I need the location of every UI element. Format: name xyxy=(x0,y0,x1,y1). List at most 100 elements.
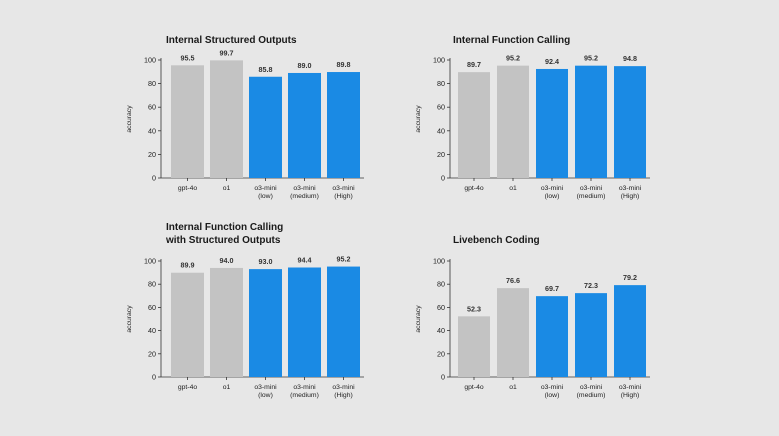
x-tick-label: (High) xyxy=(334,392,353,399)
x-tick-label: o1 xyxy=(223,384,231,391)
bar-value-label: 79.2 xyxy=(623,273,637,282)
y-axis-label: accuracy xyxy=(415,105,422,133)
bar-value-label: 93.0 xyxy=(259,257,273,266)
y-tick-label: 40 xyxy=(437,126,445,135)
y-tick-label: 0 xyxy=(152,373,156,382)
bar-value-label: 94.4 xyxy=(298,255,312,264)
y-tick-label: 20 xyxy=(437,349,445,358)
bar-value-label: 99.7 xyxy=(220,48,234,57)
y-tick-label: 0 xyxy=(441,373,445,382)
y-tick-label: 60 xyxy=(437,303,445,312)
y-axis-label: accuracy xyxy=(415,305,422,333)
y-tick-label: 80 xyxy=(437,79,445,88)
bar-value-label: 89.7 xyxy=(467,60,481,69)
chart-title: Internal Structured Outputs xyxy=(166,35,297,46)
y-tick-label: 80 xyxy=(148,79,156,88)
bar xyxy=(497,65,529,178)
bar xyxy=(458,72,490,178)
bar xyxy=(614,66,646,178)
x-tick-label: (High) xyxy=(621,392,640,399)
y-tick-label: 20 xyxy=(148,150,156,159)
chart-title: Internal Function Calling xyxy=(166,222,283,233)
x-tick-label: o3-mini xyxy=(332,384,355,391)
chart-panel-1: Internal Structured Outputs 0 20 40 60 80 100 a… xyxy=(126,35,364,200)
x-tick-label: o3-mini xyxy=(332,185,355,192)
bar-value-label: 89.0 xyxy=(298,61,312,70)
bar-value-label: 95.5 xyxy=(181,53,195,62)
bar-value-label: 85.8 xyxy=(259,65,273,74)
y-tick-label: 40 xyxy=(148,126,156,135)
y-tick-label: 60 xyxy=(437,103,445,112)
bar xyxy=(614,285,646,377)
bar xyxy=(327,266,360,377)
x-tick-label: o1 xyxy=(509,384,517,391)
y-tick-label: 0 xyxy=(152,174,156,183)
y-axis-label: accuracy xyxy=(126,305,133,333)
chart-title: with Structured Outputs xyxy=(165,235,281,246)
x-tick-label: o3-mini xyxy=(541,384,564,391)
y-tick-label: 20 xyxy=(148,349,156,358)
y-tick-label: 100 xyxy=(144,56,156,65)
bar xyxy=(210,267,243,377)
y-axis-label: accuracy xyxy=(126,105,133,133)
x-tick-label: (low) xyxy=(258,392,273,399)
bar xyxy=(497,288,529,377)
bar xyxy=(458,316,490,377)
x-tick-label: (medium) xyxy=(290,392,319,399)
x-tick-label: (medium) xyxy=(577,193,606,200)
y-tick-label: 100 xyxy=(144,257,156,266)
x-tick-label: (medium) xyxy=(290,193,319,200)
chart-panel-3: Internal Function Calling with Structured… xyxy=(126,222,364,399)
y-tick-label: 60 xyxy=(148,303,156,312)
x-tick-label: o3-mini xyxy=(541,185,564,192)
bar xyxy=(171,65,204,178)
bar xyxy=(210,60,243,178)
bar xyxy=(327,72,360,178)
chart-panel-2: Internal Function Calling 0 20 40 60 80 100 acc… xyxy=(415,35,650,200)
y-tick-label: 40 xyxy=(437,326,445,335)
bar xyxy=(536,296,568,377)
x-tick-label: gpt-4o xyxy=(178,384,197,391)
x-tick-label: o3-mini xyxy=(293,384,316,391)
y-tick-label: 100 xyxy=(433,56,445,65)
bar-value-label: 94.0 xyxy=(220,256,234,265)
x-tick-label: o3-mini xyxy=(254,185,277,192)
chart-title: Livebench Coding xyxy=(453,235,540,246)
y-tick-label: 40 xyxy=(148,326,156,335)
x-tick-label: o1 xyxy=(223,185,231,192)
bar-value-label: 94.8 xyxy=(623,54,637,63)
y-tick-label: 80 xyxy=(437,280,445,289)
y-tick-label: 60 xyxy=(148,103,156,112)
bar xyxy=(288,267,321,377)
x-tick-label: gpt-4o xyxy=(464,384,483,391)
x-tick-label: o3-mini xyxy=(619,384,642,391)
bar-value-label: 95.2 xyxy=(506,54,520,63)
bar xyxy=(575,65,607,178)
bar xyxy=(249,269,282,377)
x-tick-label: o3-mini xyxy=(580,384,603,391)
bar-value-label: 95.2 xyxy=(337,255,351,264)
bar-value-label: 72.3 xyxy=(584,281,598,290)
bar-value-label: 89.9 xyxy=(181,261,195,270)
bar-value-label: 52.3 xyxy=(467,304,481,313)
bar-value-label: 89.8 xyxy=(337,60,351,69)
x-tick-label: o1 xyxy=(509,185,517,192)
bar-value-label: 95.2 xyxy=(584,54,598,63)
bar-value-label: 92.4 xyxy=(545,57,559,66)
x-tick-label: o3-mini xyxy=(619,185,642,192)
bar xyxy=(536,68,568,178)
x-tick-label: o3-mini xyxy=(580,185,603,192)
bar xyxy=(575,293,607,377)
x-tick-label: (High) xyxy=(334,193,353,200)
chart-panel-4: Livebench Coding 0 20 40 60 80 100 accuracy 52.3… xyxy=(415,235,650,399)
bar-value-label: 69.7 xyxy=(545,284,559,293)
bar xyxy=(171,272,204,377)
y-tick-label: 80 xyxy=(148,280,156,289)
x-tick-label: (low) xyxy=(545,193,560,200)
bar-value-label: 76.6 xyxy=(506,276,520,285)
x-tick-label: o3-mini xyxy=(254,384,277,391)
bar xyxy=(249,76,282,178)
x-tick-label: o3-mini xyxy=(293,185,316,192)
x-tick-label: gpt-4o xyxy=(178,185,197,192)
